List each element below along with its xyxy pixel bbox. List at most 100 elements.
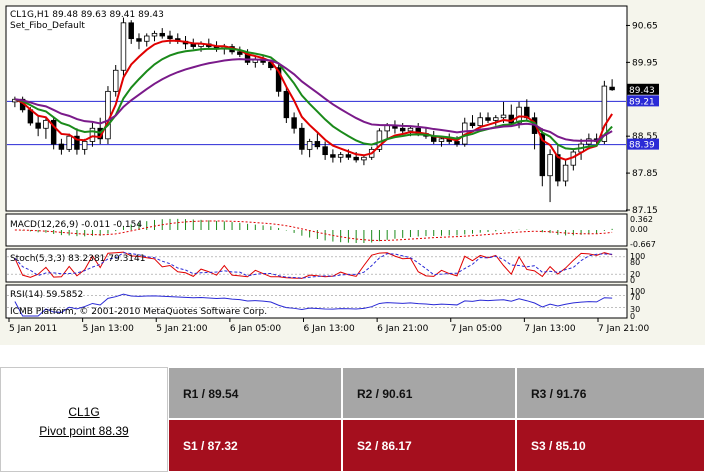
r2-cell: R2 / 90.61 [342, 367, 516, 419]
macd-tick-label-0: 0.362 [630, 215, 653, 224]
candle-body [345, 154, 352, 158]
s1-cell: S1 / 87.32 [168, 419, 342, 472]
price-tag-label-2: 88.39 [629, 141, 655, 151]
stoch-tick-label-3: 0 [630, 276, 635, 285]
candle-body [112, 69, 119, 92]
candle-body [353, 156, 359, 161]
rsi-tick-label-0: 100 [630, 287, 645, 296]
candle-body [500, 114, 507, 119]
candle-body [454, 141, 460, 145]
price-chart: 90.65 89.95 88.55 87.85 87.15 89.43 89.21 88.39… [0, 0, 705, 345]
stoch-tick-label-0: 100 [630, 252, 645, 261]
candle-body [609, 86, 615, 91]
stoch-signal-line [14, 252, 613, 279]
candle-body [361, 156, 367, 161]
candle-body [601, 85, 608, 142]
candle-body [89, 127, 96, 142]
copyright-label: ICMB Platform, © 2001-2010 MetaQuotes So… [10, 307, 267, 317]
candle-body [105, 90, 111, 140]
candle-body [81, 141, 88, 150]
x-tick-label-3: 6 Jan 05:00 [230, 324, 282, 334]
candle-body [330, 154, 336, 158]
chart-indicator-line: Set_Fibo_Default [10, 21, 85, 31]
rsi-panel [5, 284, 628, 319]
candle-body [128, 22, 134, 40]
candle-body [547, 154, 553, 177]
r3-cell: R3 / 91.76 [516, 367, 705, 419]
candle-body [159, 32, 165, 37]
candle-body [299, 127, 305, 150]
macd-panel [5, 213, 628, 247]
candle-body [151, 32, 158, 37]
candle-body [562, 164, 569, 182]
candle-body [237, 51, 243, 55]
candle-body [399, 127, 406, 132]
candle-body [275, 67, 282, 92]
chart-symbol-line: CL1G,H1 89.48 89.63 89.41 89.43 [10, 10, 164, 20]
candle-body [407, 127, 414, 132]
s1-label: S1 / 87.32 [183, 439, 238, 453]
macd-tick-label-2: -0.667 [630, 240, 656, 249]
ema-slow-line [14, 58, 613, 142]
stoch-panel [5, 248, 628, 283]
macd-label: MACD(12,26,9) -0.011 -0.154 [10, 220, 142, 230]
candle-body [50, 119, 57, 145]
y-tick-label-2: 88.55 [632, 132, 658, 142]
pivot-point-link[interactable]: Pivot point 88.39 [39, 424, 129, 438]
candle-body [384, 125, 390, 132]
candle-body [337, 154, 344, 158]
x-tick-label-0: 5 Jan 2011 [9, 324, 57, 334]
y-tick-label-3: 87.85 [632, 169, 658, 179]
r3-label: R3 / 91.76 [531, 387, 587, 401]
candle-body [493, 117, 499, 121]
stoch-main-line [14, 251, 613, 279]
macd-signal-line [14, 220, 613, 241]
candle-body [306, 141, 313, 150]
price-tag-bg-1 [627, 95, 659, 107]
candle-body [555, 154, 561, 182]
candle-body [136, 38, 142, 42]
candle-body [74, 135, 80, 150]
s3-label: S3 / 85.10 [531, 439, 586, 453]
ticker-link[interactable]: CL1G [68, 405, 100, 419]
candle-body [314, 141, 321, 148]
macd-tick-label-1: 0.00 [630, 225, 648, 234]
x-tick-label-6: 7 Jan 05:00 [451, 324, 503, 334]
candle-body [485, 117, 491, 121]
r1-label: R1 / 89.54 [183, 387, 239, 401]
candle-body [469, 122, 476, 127]
x-tick-label-8: 7 Jan 21:00 [598, 324, 650, 334]
price-tag-bg-2 [627, 138, 659, 150]
candle-body [35, 122, 41, 129]
candle-body [144, 35, 150, 42]
price-tag-label-0: 89.43 [629, 86, 655, 96]
candle-body [322, 146, 328, 156]
candle-body [283, 90, 290, 119]
y-tick-label-0: 90.65 [632, 21, 658, 31]
y-tick-label-1: 89.95 [632, 58, 658, 68]
r1-cell: R1 / 89.54 [168, 367, 342, 419]
rsi-tick-label-1: 70 [630, 293, 640, 302]
stoch-tick-label-1: 80 [630, 258, 640, 267]
x-tick-label-7: 7 Jan 13:00 [524, 324, 576, 334]
pivot-table: CL1G Pivot point 88.39 R1 / 89.54 R2 / 9… [0, 367, 705, 472]
candle-body [477, 117, 483, 127]
stoch-tick-label-2: 20 [630, 270, 640, 279]
y-tick-label-4: 87.15 [632, 206, 658, 216]
candle-body [43, 119, 49, 129]
candle-body [120, 22, 127, 71]
price-tag-bg-0 [627, 83, 659, 95]
price-tag-label-1: 89.21 [629, 97, 655, 107]
candle-body [516, 106, 522, 124]
rsi-tick-label-2: 30 [630, 305, 640, 314]
s3-cell: S3 / 85.10 [516, 419, 705, 472]
x-tick-label-2: 5 Jan 21:00 [156, 324, 208, 334]
x-tick-label-1: 5 Jan 13:00 [83, 324, 135, 334]
ticker-cell: CL1G Pivot point 88.39 [0, 367, 168, 472]
candle-body [58, 143, 65, 150]
main-panel [5, 5, 628, 212]
rsi-line [14, 293, 613, 317]
s2-cell: S2 / 86.17 [342, 419, 516, 472]
rsi-label: RSI(14) 59.5852 [10, 290, 83, 300]
